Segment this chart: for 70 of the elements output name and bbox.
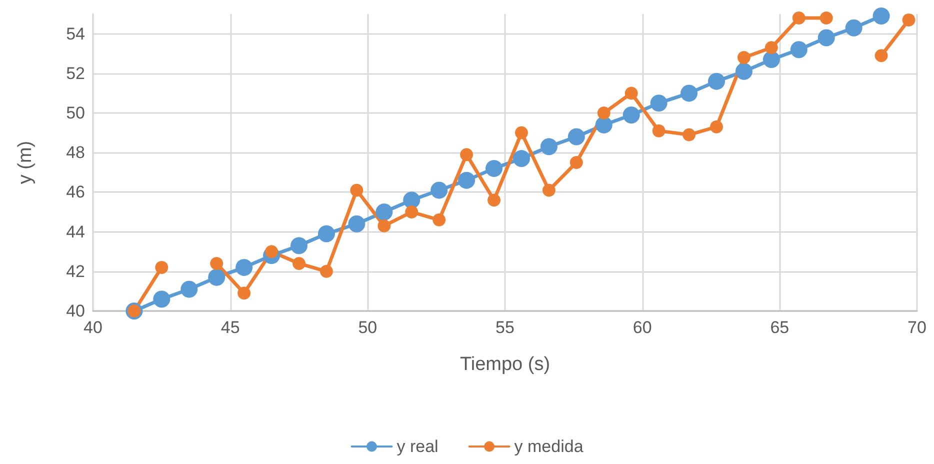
point (790, 41, 808, 58)
point (792, 11, 806, 24)
x-tick-label: 60 (632, 318, 652, 337)
point (650, 94, 668, 112)
point (737, 51, 750, 64)
point (236, 258, 253, 276)
point (514, 126, 528, 140)
point (595, 116, 612, 134)
point (735, 62, 752, 80)
y-tick-label: 44 (66, 222, 85, 242)
legend-label: y medida (514, 437, 584, 456)
x-tick-label: 40 (84, 318, 102, 337)
point (238, 286, 251, 300)
point (874, 49, 888, 62)
y-tick-label: 54 (66, 24, 85, 44)
point (570, 156, 583, 169)
point (348, 215, 366, 232)
point (458, 172, 476, 189)
point (376, 204, 393, 220)
point (350, 184, 364, 197)
point (405, 206, 418, 218)
point (682, 128, 696, 142)
point (540, 138, 558, 156)
point (762, 51, 780, 68)
legend-label: y real (396, 437, 438, 456)
point (320, 264, 333, 278)
point (292, 256, 306, 270)
y-axis-title: y (m) (15, 140, 36, 184)
point (820, 11, 833, 24)
point (180, 280, 198, 298)
point (290, 237, 308, 254)
point (153, 290, 170, 308)
y-tick-label: 42 (66, 262, 85, 281)
y-tick-label: 48 (66, 143, 85, 162)
point (155, 260, 168, 274)
point (318, 225, 335, 242)
point (710, 120, 723, 134)
x-axis-title: Tiempo (s) (460, 354, 550, 375)
x-tick-label: 55 (496, 318, 514, 337)
point (432, 213, 446, 226)
point (902, 13, 916, 26)
point (708, 72, 725, 90)
point (622, 106, 640, 124)
point (845, 19, 862, 36)
x-tick-label: 65 (770, 318, 790, 337)
point (378, 219, 391, 232)
x-tick-label: 50 (358, 318, 378, 337)
point (568, 128, 585, 146)
point (486, 160, 503, 177)
point (488, 194, 501, 207)
x-tick-label: 70 (908, 318, 926, 337)
point (872, 7, 890, 24)
point (460, 148, 474, 162)
point (542, 184, 556, 197)
point (818, 29, 835, 46)
x-tick-label: 45 (220, 318, 240, 337)
point (210, 256, 224, 270)
point (512, 150, 530, 168)
y-tick-label: 40 (66, 302, 85, 320)
point (680, 84, 698, 102)
y-tick-label: 50 (66, 104, 85, 122)
point (652, 124, 666, 138)
point (403, 192, 420, 209)
point (597, 106, 610, 120)
point (624, 86, 638, 100)
y-tick-label: 46 (66, 182, 85, 202)
point (764, 41, 778, 54)
y-tick-label: 52 (66, 64, 85, 83)
point (430, 182, 448, 199)
point (208, 268, 226, 286)
